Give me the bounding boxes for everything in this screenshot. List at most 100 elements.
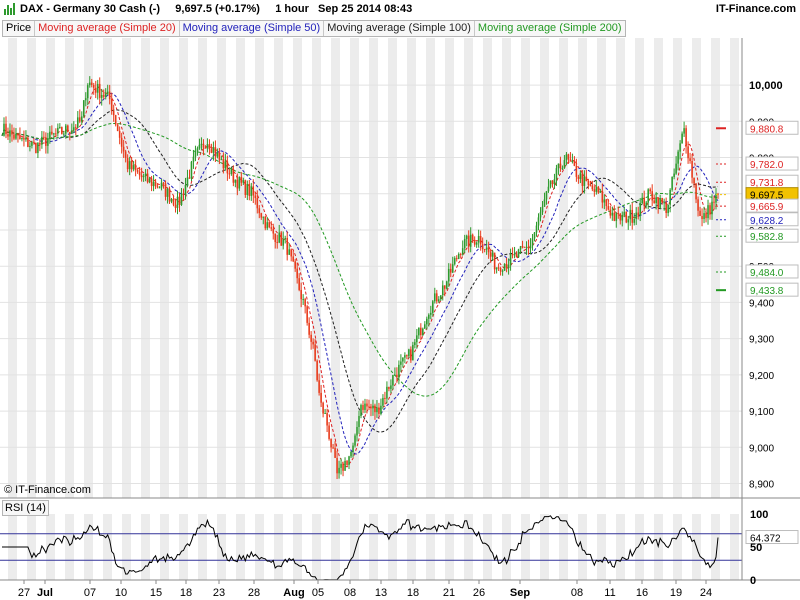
candle-body [214, 147, 217, 157]
candle-body [176, 196, 179, 208]
marker-box [745, 198, 799, 213]
rsi-line [2, 515, 719, 581]
instrument-title: DAX - Germany 30 Cash (-) [20, 3, 160, 15]
candle-body [204, 147, 207, 149]
chart-type-icon[interactable] [4, 3, 16, 15]
legend-item-ma200[interactable]: Moving average (Simple 200) [477, 22, 622, 34]
marker-value: 9,731.8 [750, 178, 784, 189]
background-band [369, 38, 378, 498]
background-band [65, 38, 74, 498]
legend-item-ma100[interactable]: Moving average (Simple 100) [324, 21, 475, 36]
candle-body [507, 264, 510, 268]
candle-body [469, 234, 472, 247]
background-band [711, 514, 720, 580]
background-band [711, 38, 720, 498]
candle-body [683, 128, 685, 134]
candle-body [539, 212, 542, 218]
candle-body [274, 233, 277, 242]
candle-body [328, 425, 330, 439]
x-tick-label: 10 [115, 587, 127, 599]
candle-body [479, 236, 482, 245]
timeframe[interactable]: 1 hour [275, 3, 309, 15]
candle-body [521, 246, 524, 248]
marker-box [745, 156, 799, 171]
candle-body [206, 144, 209, 149]
candle-body [491, 252, 494, 257]
candle-body [318, 380, 320, 393]
candle-body [453, 258, 456, 265]
datetime: Sep 25 2014 08:43 [318, 3, 413, 15]
background-band [540, 38, 549, 498]
candle-body [184, 184, 187, 196]
background-band [217, 514, 226, 580]
legend-item-ma20[interactable]: Moving average (Simple 20) [35, 21, 180, 36]
candle-body [685, 128, 687, 147]
y-tick-label: 9,400 [749, 298, 774, 309]
candle-body [577, 176, 580, 179]
candle-body [693, 177, 695, 184]
background-band [559, 38, 568, 498]
candle-body [603, 199, 606, 203]
candle-body [114, 115, 117, 125]
candle-body [128, 161, 131, 170]
candle-body [148, 178, 151, 183]
candle-body [112, 111, 115, 116]
candle-body [691, 161, 693, 178]
candle-body [487, 247, 490, 253]
candle-body [402, 357, 404, 362]
candle-body [35, 142, 37, 154]
candle-body [63, 133, 65, 135]
background-band [46, 38, 55, 498]
candle-body [208, 144, 211, 150]
x-tick-label: 08 [344, 587, 356, 599]
background-band [179, 38, 188, 498]
marker-value: 9,782.0 [750, 160, 784, 171]
candle-body [122, 146, 125, 152]
background-band [616, 514, 625, 580]
candle-body [224, 161, 227, 169]
legend-item-ma50[interactable]: Moving average (Simple 50) [180, 21, 325, 36]
candle-body [370, 406, 372, 409]
ma50-line [1, 92, 719, 455]
x-tick-label: 07 [84, 587, 96, 599]
rsi-tick-label: 50 [750, 542, 762, 554]
candle-body [430, 312, 432, 315]
candle-body [47, 138, 49, 146]
rsi-title: RSI (14) [2, 500, 49, 516]
candle-body [579, 173, 582, 179]
candle-body [256, 198, 259, 209]
candle-body [134, 165, 137, 171]
rsi-tick-label: 0 [750, 575, 756, 587]
candle-body [709, 205, 711, 215]
candle-body [232, 168, 235, 183]
candle-body [621, 215, 624, 221]
candle-body [11, 130, 13, 135]
background-band [46, 514, 55, 580]
candle-body [264, 216, 267, 229]
x-tick-label: 27 [18, 587, 30, 599]
candle-body [236, 179, 239, 189]
x-tick-label: 08 [571, 587, 583, 599]
candle-body [513, 254, 516, 256]
candle-body [495, 267, 498, 270]
background-band [730, 38, 739, 498]
background-band [464, 38, 473, 498]
candle-body [523, 246, 526, 248]
price-candles [3, 76, 719, 480]
candle-body [591, 185, 594, 190]
candle-body [493, 252, 496, 270]
background-band [673, 38, 682, 498]
candle-body [352, 445, 354, 453]
legend-item-price[interactable]: Price [3, 21, 36, 36]
x-tick-label: 23 [213, 587, 225, 599]
candle-body [533, 232, 536, 239]
candle-body [244, 180, 247, 195]
candle-body [535, 225, 538, 233]
candle-body [288, 249, 290, 255]
candle-body [547, 186, 550, 192]
candle-body [25, 137, 27, 140]
y-tick-label: 10,000 [749, 80, 783, 92]
candle-body [234, 179, 237, 183]
candle-body [152, 182, 155, 187]
